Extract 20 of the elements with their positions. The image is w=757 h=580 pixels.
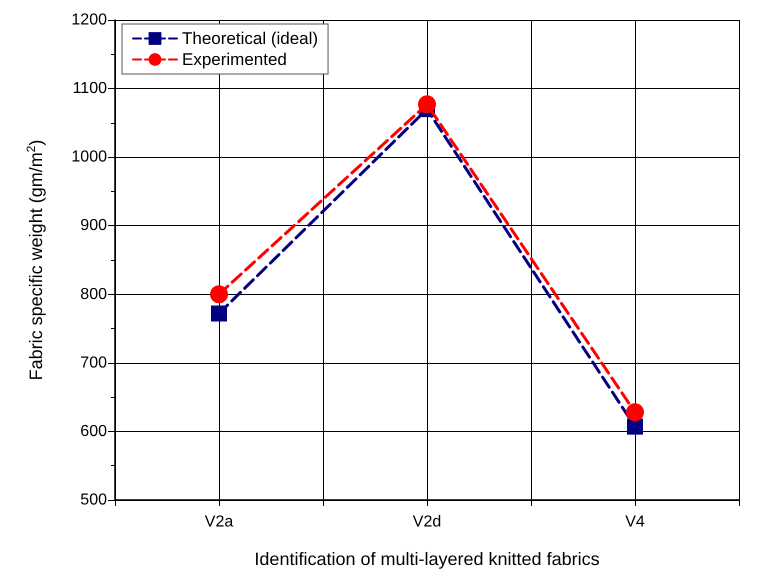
point	[210, 285, 228, 304]
point	[627, 418, 643, 435]
y-tick-label: 1100	[72, 80, 108, 98]
y-tick-label: 500	[80, 492, 108, 508]
y-tick-label: 800	[80, 286, 108, 303]
y-tick-label: 600	[80, 422, 108, 440]
y-tick-label: 900	[80, 217, 108, 234]
y-axis-title: Fabric specific weight (gm/m2)	[24, 140, 46, 380]
x-tick-label: V2d	[412, 514, 442, 530]
x-tick-label: V2a	[204, 514, 234, 530]
point	[418, 95, 436, 114]
y-tick-label: 1000	[71, 148, 108, 166]
x-tick-label: V4	[625, 514, 645, 530]
legend-label: Experimented	[182, 50, 287, 69]
point	[211, 305, 227, 322]
point	[626, 403, 644, 422]
y-tick-label: 1200	[71, 12, 108, 28]
legend-label: Theoretical (ideal)	[182, 29, 318, 48]
y-tick-label: 700	[80, 354, 108, 372]
x-axis-title: Identification of multi-layered knitted fabrics	[254, 549, 600, 569]
